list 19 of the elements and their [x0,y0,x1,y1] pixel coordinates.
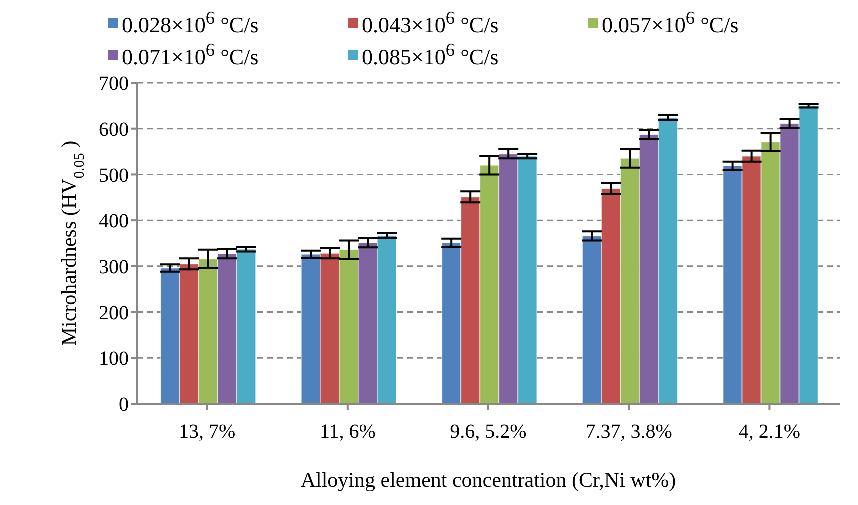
x-tick-label: 11, 6% [320,420,376,443]
y-tick-label: 200 [99,302,129,324]
y-tick-label: 100 [99,348,129,370]
legend-label: 0.085×10$^{6}$ °C/s [362,40,499,71]
y-tick-label: 500 [99,164,129,186]
x-tick-label: 9.6, 5.2% [450,420,527,443]
legend-label: 0.043×10$^{6}$ °C/s [362,8,499,38]
y-tick-label: 700 [99,72,129,95]
x-axis-title: Alloying element concentration (Cr,Ni wt%) [300,468,676,492]
x-tick-label: 7.37, 3.8% [586,420,672,443]
y-tick-label: 0 [119,394,129,416]
y-tick-label: 300 [99,256,129,278]
x-tick-label: 13, 7% [178,420,236,443]
y-tick-label: 600 [99,118,129,141]
legend-label: 0.057×10$^{6}$ °C/s [602,8,739,38]
legend-label: 0.028×10$^{6}$ °C/s [122,8,259,38]
y-tick-label: 400 [99,210,129,232]
legend-label: 0.071×10$^{6}$ °C/s [122,40,259,71]
x-tick-label: 4, 2.1% [738,420,801,443]
